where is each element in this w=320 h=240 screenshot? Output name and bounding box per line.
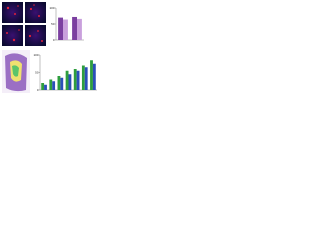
bar xyxy=(84,67,88,90)
micrograph-grid xyxy=(2,2,46,46)
region xyxy=(12,65,19,77)
micrograph xyxy=(25,2,46,23)
bar xyxy=(72,16,77,40)
y-tick-label: 0 xyxy=(37,88,39,92)
micrograph xyxy=(2,2,23,23)
bar xyxy=(49,79,53,90)
bar xyxy=(60,77,64,90)
bar xyxy=(68,74,72,90)
y-tick-label: 0 xyxy=(53,38,55,42)
bar xyxy=(52,81,56,90)
bar xyxy=(73,69,77,90)
bar xyxy=(77,18,82,40)
bar xyxy=(90,60,93,90)
bar xyxy=(76,70,80,90)
bar xyxy=(92,63,96,90)
brain-section xyxy=(2,50,30,93)
bar xyxy=(44,84,47,90)
y-tick-label: 100 xyxy=(49,6,54,10)
bar xyxy=(57,76,61,90)
micrograph xyxy=(2,25,23,46)
bar xyxy=(63,19,68,40)
bar xyxy=(41,83,45,90)
y-tick-label: 100 xyxy=(33,53,38,57)
bar xyxy=(58,17,63,40)
y-tick-label: 50 xyxy=(35,70,39,74)
y-tick-label: 50 xyxy=(51,22,55,26)
bar xyxy=(81,65,85,90)
figure: 0 50 100 0 50 100 xyxy=(2,2,97,93)
bar xyxy=(65,70,69,90)
cell-dots xyxy=(6,4,43,42)
micrograph xyxy=(25,25,46,46)
